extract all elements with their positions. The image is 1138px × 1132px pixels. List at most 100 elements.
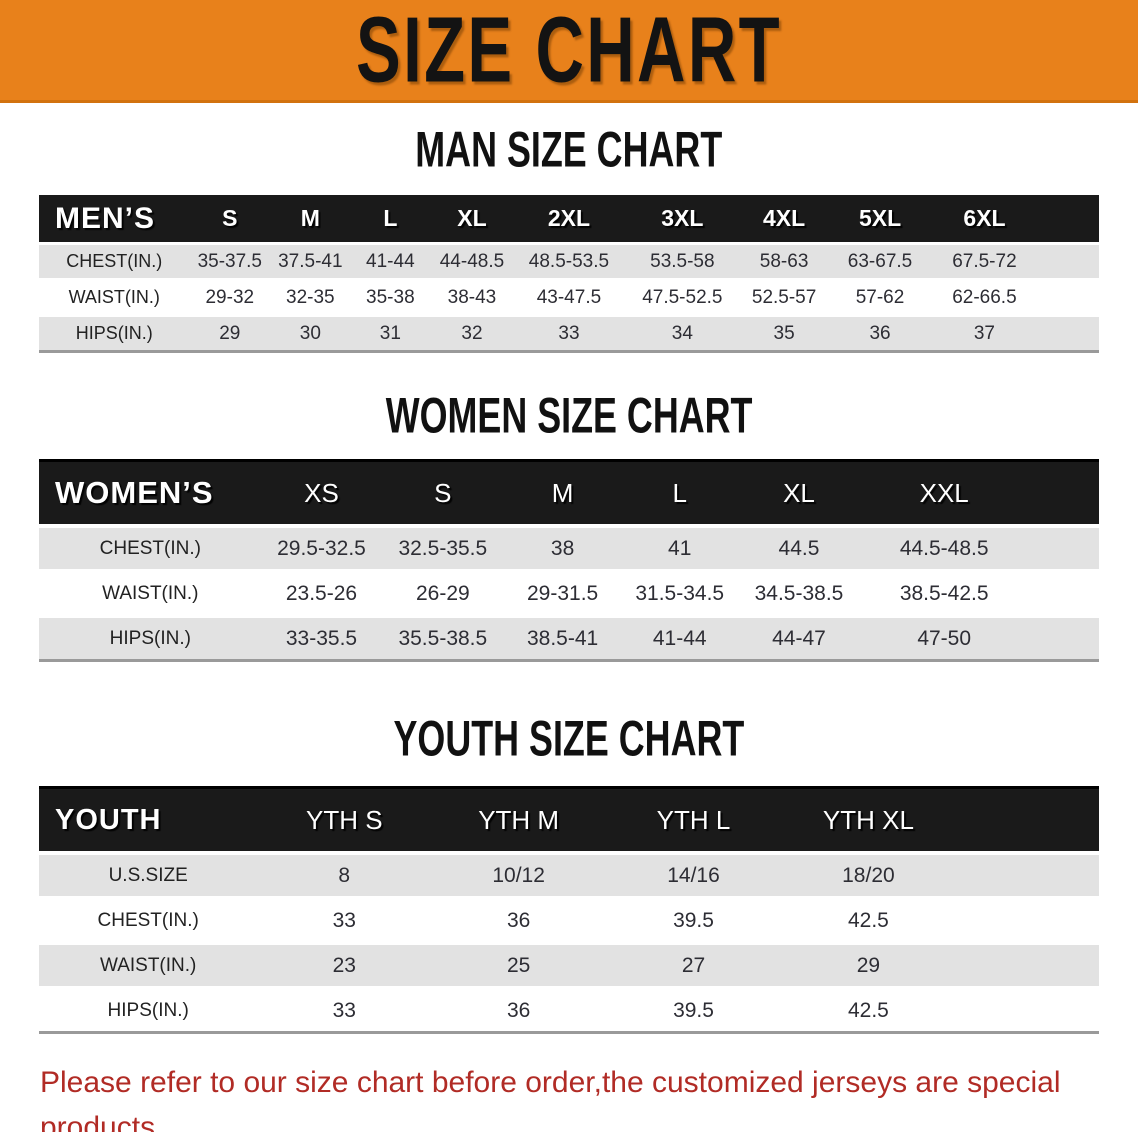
size-value-cell: 31.5-34.5 <box>620 569 739 616</box>
row-label: CHEST(IN.) <box>39 896 258 943</box>
size-value-cell: 29 <box>780 941 956 988</box>
youth-measurement-row: WAIST(IN.) 23 25 27 29 <box>39 941 1099 988</box>
size-value-cell: 32.5-35.5 <box>381 524 505 571</box>
size-value-cell <box>1028 524 1099 571</box>
size-value-cell: 35.5-38.5 <box>381 614 505 661</box>
size-value-cell: 36 <box>431 986 607 1033</box>
size-value-cell: 47.5-52.5 <box>624 278 741 316</box>
youth-section-title: YOUTH SIZE CHART <box>0 709 1138 767</box>
size-value-cell: 32 <box>430 314 514 352</box>
row-label: WAIST(IN.) <box>39 941 258 988</box>
men-size-column-header <box>1036 195 1099 244</box>
youth-size-column-header: YTH M <box>431 786 607 855</box>
size-value-cell: 31 <box>350 314 431 352</box>
size-value-cell: 23 <box>257 941 432 988</box>
size-value-cell: 52.5-57 <box>740 278 828 316</box>
women-measurement-row: WAIST(IN.) 23.5-26 26-29 29-31.5 31.5-34.5 34… <box>39 569 1099 616</box>
size-value-cell: 34 <box>624 314 741 352</box>
size-value-cell: 37 <box>932 314 1037 352</box>
size-value-cell: 47-50 <box>859 614 1029 661</box>
women-header-row: WOMEN’S XS S M L XL XXL <box>39 459 1099 528</box>
size-value-cell: 44.5 <box>738 524 860 571</box>
size-value-cell: 38-43 <box>430 278 514 316</box>
size-value-cell: 35-38 <box>350 278 431 316</box>
order-note: Please refer to our size chart before or… <box>40 1060 1138 1132</box>
men-header-row: MEN’S S M L XL 2XL 3XL 4XL 5XL 6XL <box>39 195 1099 244</box>
row-label: HIPS(IN.) <box>39 614 262 661</box>
size-value-cell: 36 <box>827 314 933 352</box>
size-value-cell: 39.5 <box>606 986 781 1033</box>
men-measurement-row: HIPS(IN.) 29 30 31 32 33 34 35 36 37 <box>39 314 1099 352</box>
men-size-table: MEN’S S M L XL 2XL 3XL 4XL 5XL 6XL CHEST(IN.) 35-37… <box>39 195 1099 353</box>
youth-measurement-row: U.S.SIZE 8 10/12 14/16 18/20 <box>39 851 1099 898</box>
row-label: WAIST(IN.) <box>39 278 190 316</box>
size-value-cell: 33-35.5 <box>261 614 382 661</box>
size-value-cell: 10/12 <box>431 851 607 898</box>
size-value-cell <box>1036 278 1099 316</box>
size-value-cell <box>955 986 1099 1033</box>
row-label: U.S.SIZE <box>39 851 258 898</box>
size-value-cell <box>1036 314 1099 352</box>
youth-section-title-text: YOUTH SIZE CHART <box>393 709 745 767</box>
men-section-title: MAN SIZE CHART <box>0 123 1138 175</box>
size-value-cell: 14/16 <box>606 851 781 898</box>
men-measurement-row: CHEST(IN.) 35-37.5 37.5-41 41-44 44-48.5 48.5… <box>39 242 1099 280</box>
size-value-cell: 34.5-38.5 <box>738 569 860 616</box>
size-value-cell: 67.5-72 <box>932 242 1037 280</box>
size-value-cell: 25 <box>431 941 607 988</box>
size-value-cell: 32-35 <box>270 278 351 316</box>
size-value-cell <box>1028 614 1099 661</box>
size-value-cell: 58-63 <box>740 242 828 280</box>
size-value-cell: 27 <box>606 941 781 988</box>
size-value-cell: 18/20 <box>780 851 956 898</box>
women-size-column-header: M <box>504 459 621 528</box>
men-size-column-header: 5XL <box>827 195 933 244</box>
row-label: CHEST(IN.) <box>39 524 262 571</box>
row-label: CHEST(IN.) <box>39 242 190 280</box>
youth-size-column-header: YTH XL <box>780 786 956 855</box>
size-value-cell: 38.5-42.5 <box>859 569 1029 616</box>
size-value-cell <box>1036 242 1099 280</box>
size-value-cell: 41-44 <box>620 614 739 661</box>
size-value-cell: 44-48.5 <box>430 242 514 280</box>
size-value-cell: 44.5-48.5 <box>859 524 1029 571</box>
size-value-cell: 48.5-53.5 <box>513 242 625 280</box>
youth-measurement-row: HIPS(IN.) 33 36 39.5 42.5 <box>39 986 1099 1033</box>
women-size-column-header: XS <box>261 459 382 528</box>
women-size-table: WOMEN’S XS S M L XL XXL CHEST(IN.) 29.5-32.5 32.5… <box>39 459 1099 662</box>
youth-measurement-row: CHEST(IN.) 33 36 39.5 42.5 <box>39 896 1099 943</box>
size-value-cell: 33 <box>513 314 625 352</box>
size-value-cell: 38.5-41 <box>504 614 621 661</box>
size-value-cell <box>1028 569 1099 616</box>
size-value-cell: 36 <box>431 896 607 943</box>
row-label: WAIST(IN.) <box>39 569 262 616</box>
women-size-column-header: XXL <box>859 459 1029 528</box>
men-size-column-header: 2XL <box>513 195 625 244</box>
youth-size-column-header: YTH S <box>257 786 432 855</box>
men-size-column-header: 6XL <box>932 195 1037 244</box>
women-size-column-header <box>1028 459 1099 528</box>
size-value-cell <box>955 851 1099 898</box>
youth-size-table: YOUTH YTH S YTH M YTH L YTH XL U.S.SIZE 8 10/12… <box>39 786 1099 1034</box>
size-value-cell: 42.5 <box>780 896 956 943</box>
size-value-cell: 26-29 <box>381 569 505 616</box>
youth-header-row: YOUTH YTH S YTH M YTH L YTH XL <box>39 786 1099 855</box>
row-label: HIPS(IN.) <box>39 986 258 1033</box>
size-value-cell: 62-66.5 <box>932 278 1037 316</box>
men-measurement-row: WAIST(IN.) 29-32 32-35 35-38 38-43 43-47.5 47.… <box>39 278 1099 316</box>
size-value-cell: 35-37.5 <box>189 242 271 280</box>
size-value-cell: 29-32 <box>189 278 271 316</box>
men-size-column-header: L <box>350 195 431 244</box>
banner-title: SIZE CHART <box>356 0 782 102</box>
women-measurement-row: CHEST(IN.) 29.5-32.5 32.5-35.5 38 41 44.5 44.5… <box>39 524 1099 571</box>
size-value-cell: 63-67.5 <box>827 242 933 280</box>
women-section-title: WOMEN SIZE CHART <box>0 389 1138 441</box>
size-value-cell: 41 <box>620 524 739 571</box>
women-size-column-header: S <box>381 459 505 528</box>
size-value-cell: 30 <box>270 314 351 352</box>
size-value-cell <box>955 896 1099 943</box>
size-value-cell: 42.5 <box>780 986 956 1033</box>
youth-size-column-header: YTH L <box>606 786 781 855</box>
size-value-cell: 53.5-58 <box>624 242 741 280</box>
